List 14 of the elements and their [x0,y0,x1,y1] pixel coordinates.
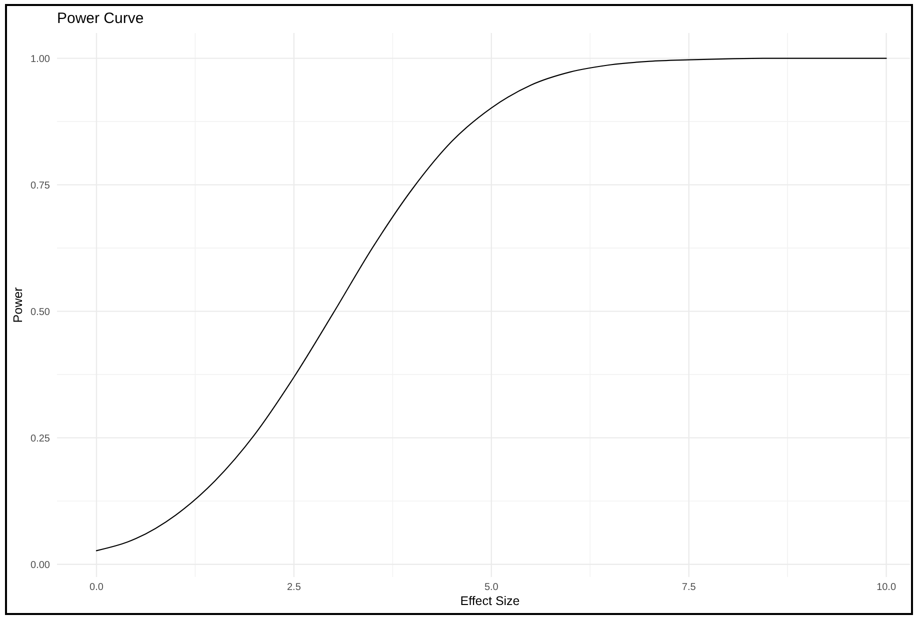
x-tick-label: 10.0 [876,582,896,593]
line-series [96,58,887,552]
x-tick-label: 5.0 [484,582,499,593]
y-tick-label: 0.75 [30,180,50,192]
y-tick-label: 0.50 [30,306,50,318]
x-axis-title: Effect Size [460,594,520,608]
y-tick-label: 0.25 [30,433,50,444]
y-tick-label: 0.00 [30,560,50,571]
chart-title: Power Curve [57,10,144,27]
x-tick-label: 0.0 [90,582,104,593]
y-axis-title: Power [11,287,25,323]
x-tick-label: 2.5 [286,582,302,593]
x-tick-label: 7.5 [682,582,696,593]
y-tick-label: 1.00 [30,54,50,65]
